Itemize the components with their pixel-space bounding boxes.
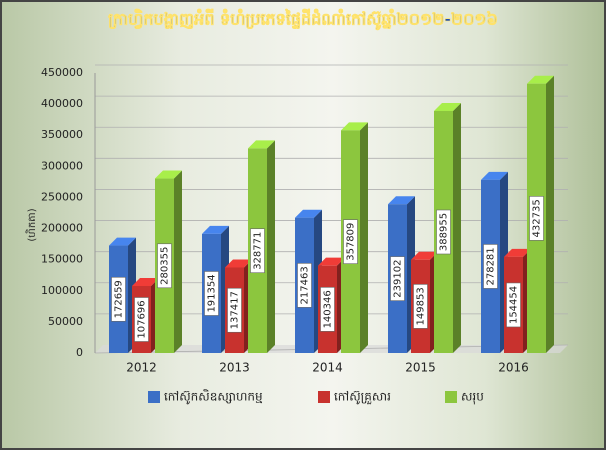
- data-label-box: [204, 271, 219, 316]
- data-label-group: 388955: [436, 209, 451, 255]
- legend-label: សរុប: [461, 390, 484, 405]
- legend-swatch: [318, 391, 330, 403]
- data-label-group: 278281: [483, 244, 498, 289]
- data-label: 388955: [439, 213, 450, 251]
- data-label-box: [529, 196, 544, 241]
- data-label-box: [343, 219, 358, 264]
- data-label-group: 239102: [390, 256, 405, 301]
- data-label: 432735: [532, 199, 543, 237]
- data-label-box: [227, 287, 242, 333]
- bar-top: [411, 251, 438, 260]
- bar-top: [481, 171, 508, 180]
- y-tick-label: 300000: [41, 159, 83, 172]
- bar-top: [109, 237, 136, 246]
- x-tick-label: 2013: [219, 361, 250, 375]
- y-tick-label: 400000: [41, 97, 83, 110]
- data-label: 149853: [416, 287, 427, 325]
- data-label-group: 191354: [204, 271, 219, 316]
- bar-top: [318, 257, 345, 266]
- data-label-group: 140346: [320, 287, 335, 332]
- data-label-box: [390, 256, 405, 301]
- y-tick-label: 250000: [41, 190, 83, 203]
- legend-swatch: [148, 391, 160, 403]
- data-label: 107696: [137, 300, 148, 338]
- data-label: 217463: [300, 266, 311, 304]
- bar-top: [295, 209, 322, 218]
- data-label: 357809: [346, 223, 357, 261]
- bar-top: [225, 259, 252, 268]
- bar-top: [132, 277, 159, 286]
- bar-top: [504, 248, 531, 257]
- bar-side: [267, 140, 275, 353]
- data-label: 140346: [323, 290, 334, 328]
- legend-swatch: [445, 391, 457, 403]
- data-label-box: [250, 228, 265, 274]
- bar-top: [527, 75, 554, 84]
- data-label: 278281: [486, 247, 497, 285]
- data-label: 328771: [253, 232, 264, 270]
- legend-label: កៅស៊ូគ្រួសារ: [334, 390, 391, 405]
- data-label: 239102: [393, 260, 404, 298]
- y-axis-label: (ហិកតា): [25, 208, 38, 241]
- data-label-group: 280355: [157, 243, 172, 289]
- y-tick-label: 100000: [41, 284, 83, 297]
- data-label-box: [297, 263, 312, 308]
- x-tick-label: 2016: [498, 361, 529, 375]
- bar-side: [546, 75, 554, 353]
- bar-side: [360, 122, 368, 354]
- bar-top: [388, 196, 415, 205]
- data-label-box: [483, 244, 498, 289]
- data-label: 280355: [160, 247, 171, 285]
- bar-top: [155, 170, 182, 179]
- data-label-group: 217463: [297, 263, 312, 308]
- data-label-group: 328771: [250, 228, 265, 274]
- chart-title: ក្រាហ្វិកបង្ហាញអំពី ទំហំប្រភេទផ្ទៃដីដំណា…: [108, 9, 498, 31]
- data-label-group: 172659: [111, 276, 126, 322]
- data-label: 191354: [207, 274, 218, 312]
- data-label-group: 154454: [506, 282, 521, 328]
- y-tick-label: 200000: [41, 222, 83, 235]
- data-label: 154454: [509, 286, 520, 324]
- data-label-box: [413, 284, 428, 329]
- data-label-group: 107696: [134, 297, 149, 342]
- data-label-group: 357809: [343, 219, 358, 264]
- data-label-box: [320, 287, 335, 332]
- legend-label: កៅស៊ូកសិឧស្សាហកម្ម: [164, 389, 263, 405]
- bar-side: [453, 102, 461, 354]
- y-tick-label: 450000: [41, 66, 83, 79]
- x-tick-label: 2012: [126, 361, 157, 375]
- data-label: 172659: [114, 280, 125, 318]
- bar-top: [434, 102, 461, 111]
- x-tick-label: 2014: [312, 361, 343, 375]
- data-label-box: [111, 276, 126, 322]
- data-label-box: [157, 243, 172, 289]
- y-tick-label: 0: [76, 346, 83, 359]
- y-tick-label: 50000: [48, 315, 83, 328]
- bar-side: [174, 170, 182, 353]
- x-tick-label: 2015: [405, 361, 436, 375]
- bar-top: [341, 122, 368, 131]
- data-label-box: [436, 209, 451, 255]
- bar-top: [202, 225, 229, 234]
- data-label-group: 137417: [227, 287, 242, 333]
- data-label-group: 432735: [529, 196, 544, 241]
- y-tick-label: 350000: [41, 128, 83, 141]
- y-tick-label: 150000: [41, 253, 83, 266]
- data-label-box: [134, 297, 149, 342]
- data-label-box: [506, 282, 521, 328]
- data-label: 137417: [230, 291, 241, 329]
- bar-top: [248, 140, 275, 149]
- data-label-group: 149853: [413, 284, 428, 329]
